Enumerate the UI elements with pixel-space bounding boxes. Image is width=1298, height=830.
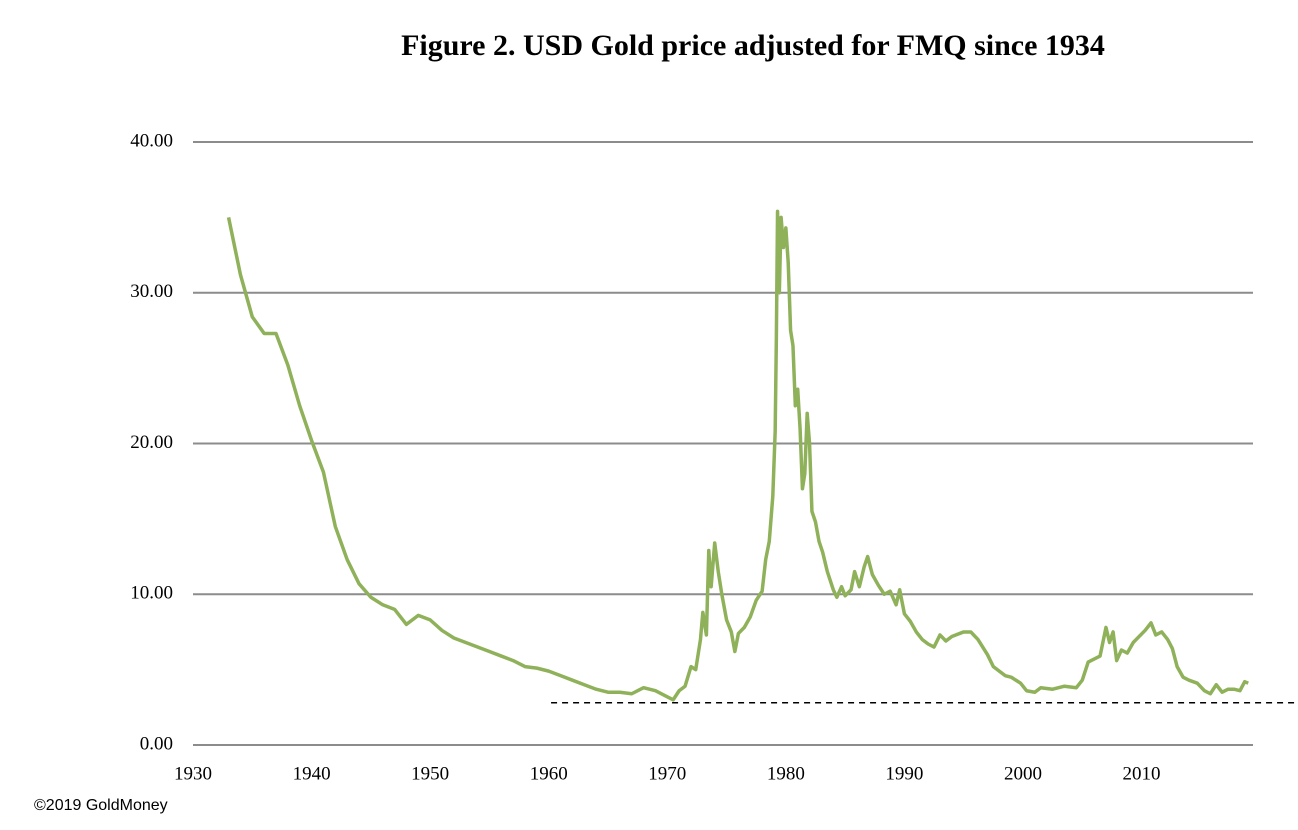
x-tick-label: 1980	[767, 763, 805, 784]
x-tick-label: 2000	[1004, 763, 1042, 784]
y-tick-label: 10.00	[130, 583, 173, 604]
footer: ©2019 GoldMoney	[34, 797, 168, 814]
x-tick-label: 1930	[174, 763, 212, 784]
x-tick-label: 1960	[530, 763, 568, 784]
y-tick-label: 20.00	[130, 432, 173, 453]
x-tick-label: 1940	[293, 763, 331, 784]
data-line	[226, 209, 1249, 702]
x-tick-label: 2010	[1123, 763, 1161, 784]
y-tick-label: 30.00	[130, 281, 173, 302]
x-tick-label: 1990	[885, 763, 923, 784]
chart-title: Figure 2. USD Gold price adjusted for FM…	[401, 29, 1105, 62]
y-tick-label: 40.00	[130, 130, 173, 151]
x-tick-label: 1970	[648, 763, 686, 784]
x-tick-label: 1950	[411, 763, 449, 784]
y-tick-label: 0.00	[140, 733, 173, 754]
